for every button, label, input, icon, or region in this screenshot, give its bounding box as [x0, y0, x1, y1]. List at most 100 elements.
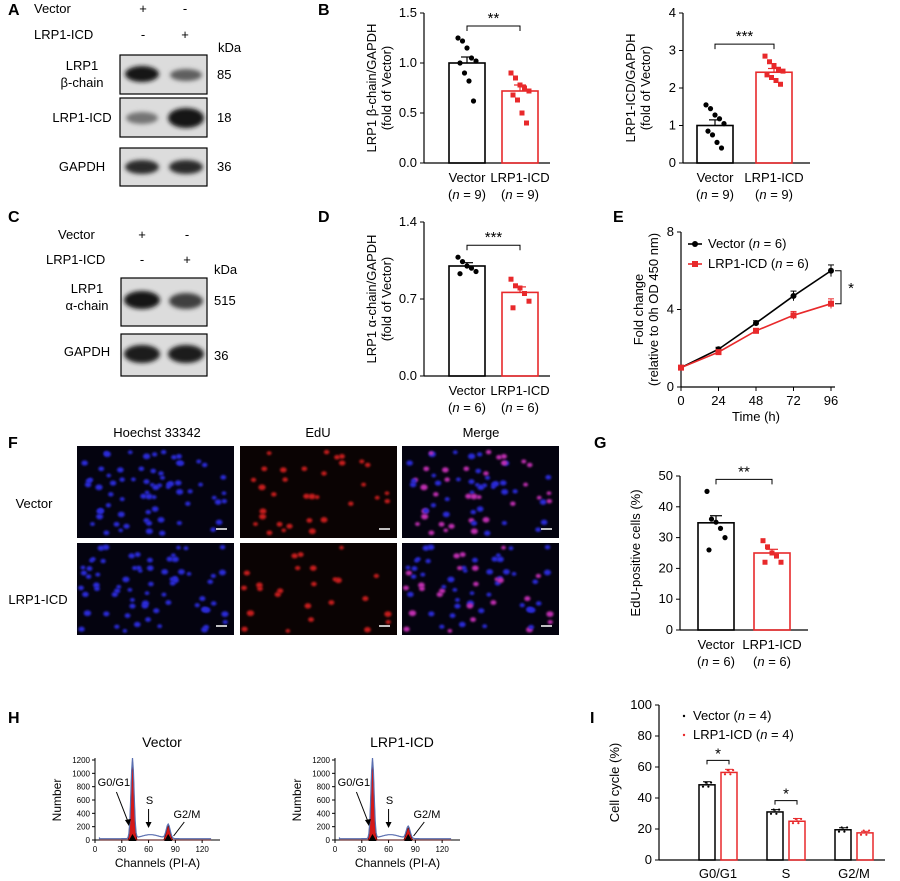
data-point [800, 817, 803, 821]
data-point [704, 781, 707, 784]
data-point [522, 291, 527, 296]
blot-c: Vector + - LRP1-ICD - + kDa LRP1 α-chain… [46, 227, 238, 377]
nucleus [175, 454, 182, 459]
s-annotation: S [386, 795, 393, 807]
nucleus [407, 591, 414, 597]
nucleus [408, 610, 417, 617]
nucleus [80, 565, 86, 570]
micrograph-column-label: Merge [463, 425, 500, 440]
flow-title: LRP1-ICD [370, 734, 434, 750]
nucleus [159, 475, 166, 480]
nucleus [151, 506, 159, 512]
peak-marker [164, 834, 173, 841]
g0g1-annotation: G0/G1 [98, 777, 130, 789]
nucleus [291, 553, 298, 559]
flow-tick-label: 30 [117, 845, 126, 854]
data-point [837, 830, 841, 833]
nucleus [447, 629, 453, 633]
data-point [703, 102, 709, 108]
nucleus [221, 491, 227, 496]
nucleus [348, 501, 354, 506]
nucleus [165, 600, 172, 605]
y-tick-label: 80 [638, 728, 652, 743]
y-axis-label: LRP1 α-chain/GAPDH [364, 235, 379, 364]
y-tick-label: 40 [638, 790, 652, 805]
nucleus [259, 508, 267, 514]
nucleus [492, 481, 500, 487]
micrograph-panel [240, 543, 397, 635]
data-point [828, 267, 834, 274]
flow-xlabel: Channels (PI-A) [355, 856, 440, 870]
nucleus [170, 553, 176, 558]
legend-marker [682, 714, 686, 718]
nucleus [500, 454, 507, 459]
micrograph-panel [240, 446, 397, 538]
blot-c-mark: - [140, 252, 144, 267]
nucleus [109, 480, 117, 486]
panel-letter-d: D [318, 209, 330, 226]
data-point [508, 70, 514, 76]
nucleus [452, 450, 458, 455]
nucleus [469, 591, 475, 596]
legend-marker [682, 733, 686, 737]
flow-xlabel: Channels (PI-A) [115, 856, 200, 870]
nucleus [194, 603, 200, 608]
y-axis-label: LRP1 β-chain/GAPDH [364, 24, 379, 153]
flow-tick-label: 90 [171, 845, 180, 854]
panel-letters: A B C D E F G H I [8, 2, 624, 727]
s-annotation: S [146, 795, 153, 807]
nucleus [183, 546, 189, 551]
blot-band [168, 345, 204, 363]
micrograph-column-label: EdU [305, 425, 330, 440]
nucleus [482, 516, 490, 523]
nucleus [452, 587, 458, 592]
x-tick-label: Vector [449, 170, 487, 185]
data-point [760, 538, 766, 544]
sample-size-label: (n = 6) [753, 654, 791, 669]
nucleus [142, 453, 151, 460]
nucleus [198, 482, 204, 487]
panel-letter-i: I [590, 710, 594, 727]
y-tick-label: 0.5 [399, 105, 417, 120]
nucleus [512, 489, 518, 494]
nucleus [201, 462, 208, 468]
nucleus [196, 459, 202, 464]
nucleus [261, 466, 268, 472]
blot-a-kda: 36 [217, 159, 231, 174]
data-point [526, 88, 532, 94]
nucleus [540, 519, 548, 525]
flow-ylabel: Number [290, 779, 304, 822]
flow-tick-label: 1000 [72, 769, 90, 778]
data-point [713, 519, 719, 525]
blot-a-mark: - [183, 1, 187, 16]
y-tick-label: 0.0 [399, 368, 417, 383]
x-tick-label: LRP1-ICD [742, 637, 801, 652]
data-point [862, 829, 865, 832]
arrow-head [385, 822, 392, 828]
nucleus [420, 484, 428, 491]
data-point [762, 559, 768, 565]
micrograph-cells [77, 446, 559, 635]
nucleus [274, 591, 281, 598]
nucleus [420, 572, 426, 577]
nucleus [470, 493, 478, 500]
sample-size-label: (n = 6) [501, 400, 539, 415]
y-axis-label: EdU-positive cells (%) [628, 489, 643, 616]
nucleus [436, 591, 443, 598]
nucleus [97, 508, 105, 514]
data-point [704, 488, 710, 494]
bar [696, 124, 734, 164]
nucleus [418, 582, 425, 588]
nucleus [280, 467, 287, 473]
nucleus [143, 479, 150, 485]
nucleus [425, 558, 431, 564]
nucleus [536, 495, 542, 500]
blot-a-mark: + [139, 1, 147, 16]
x-axis-label: Time (h) [732, 409, 780, 424]
panel-letter-e: E [613, 209, 624, 226]
blot-a-kda-label: kDa [218, 40, 242, 55]
data-point [526, 298, 532, 304]
nucleus [133, 621, 141, 628]
micrograph-panel [402, 446, 559, 538]
data-point [717, 525, 724, 531]
